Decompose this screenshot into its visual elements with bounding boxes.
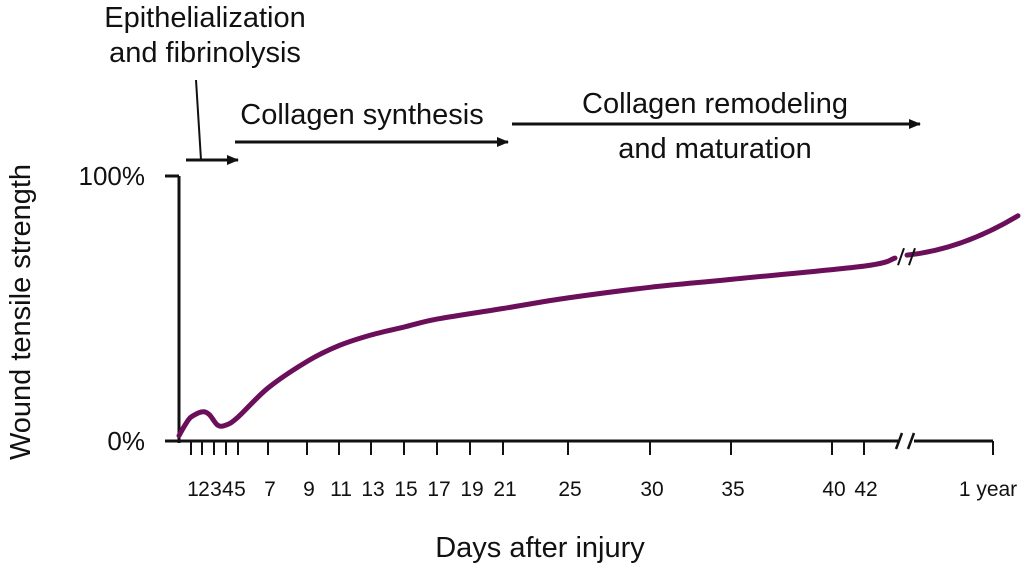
phase-label-collagen-synthesis: Collagen synthesis xyxy=(240,99,483,131)
x-tick-label: 9 xyxy=(303,478,315,501)
x-tick-label: 3 xyxy=(210,478,222,501)
x-tick-label: 17 xyxy=(427,478,450,501)
x-tick-label: 4 xyxy=(222,478,234,501)
x-tick-label: 1 year xyxy=(959,478,1017,501)
x-tick-label: 11 xyxy=(330,478,352,501)
series-line-late xyxy=(904,213,1021,258)
phase-label-collagen-remodeling: Collagen remodeling and maturation xyxy=(582,88,848,165)
phase-label-epithelialization: Epithelialization and fibrinolysis xyxy=(104,2,306,69)
phase-label-line: Collagen remodeling xyxy=(582,88,848,120)
x-tick-label: 15 xyxy=(394,478,417,501)
y-ticks: 0% 100% xyxy=(79,161,179,456)
x-tick-label: 13 xyxy=(361,478,384,501)
x-tick-label: 19 xyxy=(460,478,483,501)
x-axis-title: Days after injury xyxy=(435,532,645,564)
axis-titles: Wound tensile strength Days after injury xyxy=(5,164,645,564)
phase-label-line: and fibrinolysis xyxy=(109,37,301,69)
x-tick-label: 30 xyxy=(640,478,663,501)
phase-annotations: Epithelialization and fibrinolysis Collage… xyxy=(104,2,921,165)
x-tick-label: 25 xyxy=(558,478,581,501)
series-break-mark xyxy=(897,247,916,266)
x-tick-label: 21 xyxy=(493,478,516,501)
x-tick-label: 42 xyxy=(854,478,877,501)
phase-label-line: Epithelialization xyxy=(104,2,306,34)
x-tick-label: 2 xyxy=(198,478,210,501)
series xyxy=(176,213,1021,439)
axes xyxy=(177,176,993,450)
x-ticks: 1 2 3 4 5 7 9 11 13 15 17 19 21 25 30 35 40 42 1 year xyxy=(187,441,1017,501)
x-tick-label: 35 xyxy=(721,478,744,501)
phase-pointer-epithelialization xyxy=(195,79,202,161)
y-tick-label: 100% xyxy=(79,161,146,191)
x-tick-label: 5 xyxy=(234,478,246,501)
y-tick-label: 0% xyxy=(107,426,145,456)
series-line-early xyxy=(176,255,898,439)
x-tick-label: 1 xyxy=(187,478,199,501)
phase-label-line: and maturation xyxy=(618,133,811,165)
x-tick-label: 7 xyxy=(264,478,276,501)
x-axis-break-mark xyxy=(894,432,916,450)
x-tick-label: 40 xyxy=(822,478,845,501)
y-axis-title: Wound tensile strength xyxy=(5,164,37,460)
